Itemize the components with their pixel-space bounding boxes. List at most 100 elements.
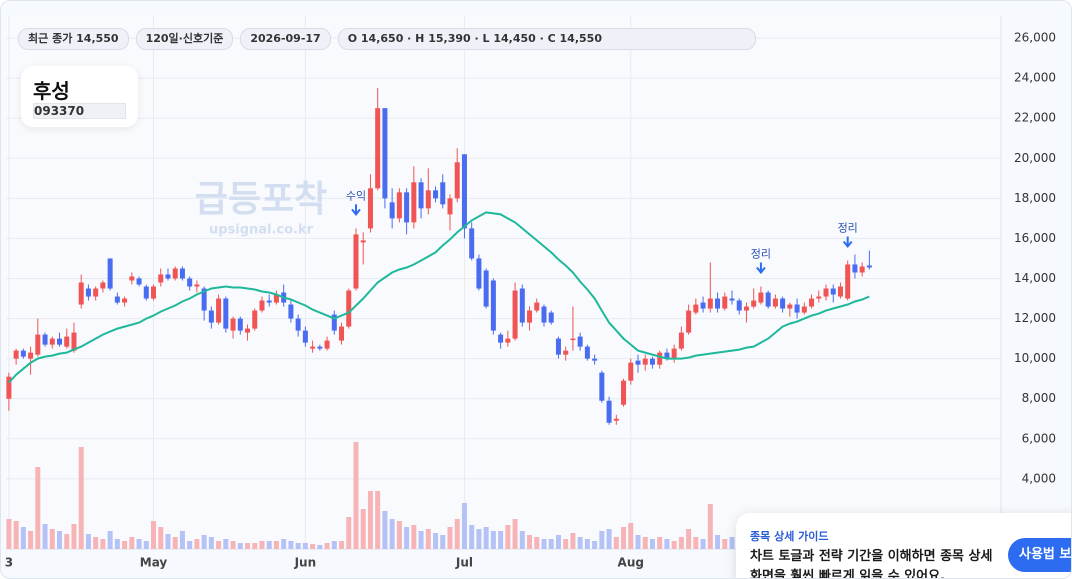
candle-body [107, 258, 113, 289]
volume-bar [28, 531, 34, 549]
y-tick-label: 12,000 [1014, 311, 1056, 325]
annotation-label: 정리 [751, 248, 771, 261]
candle-body [794, 304, 800, 313]
candle-body [100, 282, 106, 289]
volume-bar [93, 537, 99, 549]
candle-body [78, 282, 84, 305]
watermark-url: upsignal.co.kr [209, 223, 314, 238]
guide-panel: 종목 상세 가이드 차트 토글과 전략 기간을 이해하면 종목 상세 화면을 훨… [736, 513, 1071, 578]
y-tick-label: 10,000 [1014, 351, 1056, 365]
volume-bar [295, 543, 301, 549]
candle-body [172, 268, 178, 279]
volume-bar [20, 527, 26, 549]
volume-bar [541, 539, 547, 549]
volume-bar [469, 525, 475, 549]
candle-body [237, 318, 243, 331]
candle-body [454, 162, 460, 199]
candle-body [42, 334, 48, 345]
volume-bar [707, 504, 713, 549]
volume-bar [64, 534, 70, 549]
volume-bar [722, 539, 728, 549]
candle-body [418, 182, 424, 209]
info-pill: 2026-09-17 [240, 28, 331, 50]
candle-body [563, 350, 569, 355]
candle-body [570, 338, 576, 341]
volume-bar [440, 535, 446, 549]
candle-body [751, 300, 757, 307]
candle-body [266, 300, 272, 303]
volume-bar [367, 491, 373, 549]
y-tick-label: 20,000 [1014, 151, 1056, 165]
volume-bar [577, 537, 583, 549]
candle-body [823, 288, 829, 297]
candle-body [85, 288, 91, 297]
candle-body [859, 266, 865, 273]
volume-bar [555, 535, 561, 549]
volume-bar [476, 529, 482, 549]
candle-body [490, 280, 496, 331]
candle-body [592, 358, 598, 361]
candle-body [122, 298, 128, 303]
candle-body [295, 318, 301, 331]
volume-bar [339, 541, 345, 549]
volume-bar [635, 535, 641, 549]
volume-bar [447, 527, 453, 549]
candle-body [208, 310, 214, 323]
candle-body [555, 338, 561, 355]
volume-bar [606, 529, 612, 549]
candle-body [816, 296, 822, 299]
volume-bar [245, 543, 251, 549]
candle-body [245, 328, 251, 333]
guide-button[interactable]: 사용법 보기 [1008, 538, 1071, 572]
volume-bar [230, 541, 236, 549]
volume-bar [375, 491, 381, 549]
candle-body [852, 264, 858, 273]
candle-body [440, 182, 446, 205]
candle-body [541, 306, 547, 323]
y-tick-label: 16,000 [1014, 231, 1056, 245]
volume-bar [310, 544, 316, 549]
candle-body [686, 310, 692, 333]
candle-body [729, 298, 735, 301]
candle-body [331, 314, 337, 331]
volume-bar [107, 531, 113, 549]
volume-bar [172, 537, 178, 549]
candle-body [447, 198, 453, 215]
candle-body [657, 352, 663, 365]
candle-body [216, 298, 222, 323]
volume-bar [129, 537, 135, 549]
candle-body [642, 358, 648, 365]
volume-bar [382, 511, 388, 549]
candle-body [35, 334, 41, 355]
stock-code: 093370 [33, 103, 126, 119]
candle-body [411, 182, 417, 223]
candle-body [404, 192, 410, 223]
volume-bar [201, 535, 207, 549]
volume-bar [324, 543, 330, 549]
plot-area [6, 16, 1001, 549]
volume-bar [411, 525, 417, 549]
candle-body [758, 292, 764, 303]
y-tick-label: 18,000 [1014, 191, 1056, 205]
volume-bar [151, 521, 157, 549]
volume-bar [686, 529, 692, 549]
volume-bar [158, 527, 164, 549]
volume-bar [273, 541, 279, 549]
annotation-label: 수익 [346, 189, 366, 202]
volume-bar [693, 537, 699, 549]
candle-body [527, 310, 533, 323]
moving-average [8, 211, 870, 384]
volume-bar [71, 524, 77, 549]
volume-bar [461, 503, 467, 549]
candle-body [519, 288, 525, 323]
candle-body [230, 318, 236, 331]
candle-body [577, 336, 583, 347]
candle-body [310, 346, 316, 349]
x-tick-label: May [140, 556, 168, 570]
volume-bar [729, 537, 735, 549]
y-tick-label: 24,000 [1014, 71, 1056, 85]
candle-body [396, 192, 402, 219]
candle-body [367, 188, 373, 229]
volume-bar [223, 539, 229, 549]
